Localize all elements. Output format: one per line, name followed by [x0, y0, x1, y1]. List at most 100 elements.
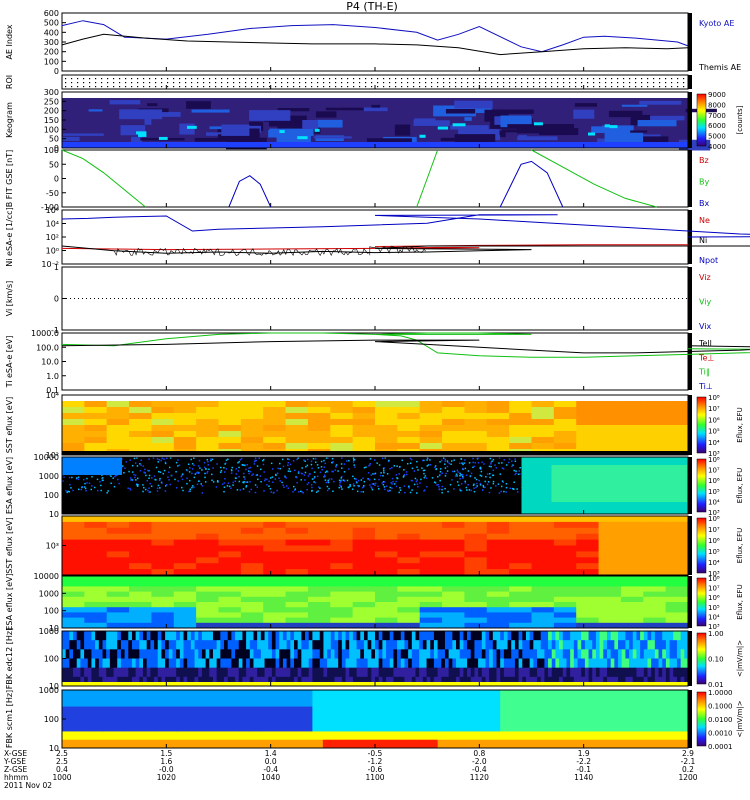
heat-cell — [240, 551, 264, 558]
heat-cell — [553, 622, 577, 629]
fbk1-cell — [271, 676, 277, 687]
esa1-speck — [450, 460, 453, 462]
panel-ylabel: Ni eSA-e [1/cc] — [5, 207, 14, 266]
heat-cell — [285, 431, 309, 438]
heat-cell — [509, 586, 532, 593]
esa1-speck — [300, 479, 302, 481]
heat-cell — [84, 443, 108, 450]
fbk1-cell — [603, 658, 608, 669]
roi-dot — [341, 78, 343, 80]
panel-right-strip — [688, 75, 692, 89]
fbk1-cell — [393, 640, 398, 650]
heat-cell — [464, 581, 488, 587]
heat-cell — [486, 602, 510, 608]
fbk1-cell — [507, 676, 512, 687]
fbk2-cell — [312, 723, 324, 732]
heat-cell — [106, 586, 130, 593]
esa1-speck — [134, 476, 136, 479]
colorbar-tick: 10⁷ — [708, 585, 720, 593]
heat-cell — [509, 591, 532, 598]
fbk1-cell — [172, 667, 177, 678]
esa1-speck — [260, 480, 262, 483]
fbk1-cell — [282, 658, 288, 669]
footer-value: 1040 — [261, 773, 280, 782]
fbk2-cell — [541, 698, 553, 708]
heat-cell — [576, 413, 600, 420]
esa1-speck — [408, 487, 410, 489]
fbk1-cell — [404, 649, 409, 659]
heat-cell — [285, 612, 309, 619]
fbk2-cell — [354, 698, 366, 708]
fbk1-cell — [352, 676, 358, 687]
heat-cell — [643, 596, 667, 603]
esa1-speck — [85, 489, 87, 492]
esa1-speck — [96, 478, 99, 481]
esa1-speck — [83, 486, 86, 488]
fbk1-cell — [286, 667, 291, 678]
esa1-speck — [495, 485, 497, 487]
fbk1-cell — [212, 658, 218, 669]
heat-cell — [665, 443, 689, 450]
fbk2-cell — [656, 698, 668, 708]
fbk2-cell — [531, 690, 543, 699]
keogram-patch — [573, 109, 595, 119]
heat-cell — [665, 527, 689, 535]
ytick-label: 50 — [49, 135, 59, 144]
heat-cell — [531, 563, 555, 570]
esa1-speck — [406, 463, 409, 465]
heat-cell — [419, 407, 443, 414]
heat-cell — [285, 527, 309, 535]
esa1-speck — [193, 457, 195, 459]
heat-cell — [151, 581, 175, 587]
fbk1-cell — [496, 658, 501, 669]
heat-cell — [62, 576, 85, 582]
fbk1-cell — [680, 667, 685, 678]
esa1-speck — [156, 487, 159, 490]
fbk1-cell — [673, 631, 678, 641]
fbk1-cell — [618, 631, 623, 641]
ytick-label: 10 — [49, 624, 59, 633]
legend-entry: Te⊥ — [698, 353, 714, 362]
fbk1-cell — [540, 667, 545, 678]
roi-dot — [179, 86, 181, 88]
fbk1-cell — [290, 658, 295, 669]
heat-cell — [307, 527, 331, 535]
esa1-speck — [369, 463, 371, 465]
fbk2-cell — [656, 690, 668, 699]
fbk1-cell — [242, 667, 247, 678]
esa1-speck — [301, 467, 303, 469]
fbk1-cell — [227, 649, 232, 659]
heat-cell — [419, 437, 443, 444]
esa1-speck — [146, 479, 149, 482]
esa1-speck — [161, 457, 164, 460]
heat-cell — [531, 596, 555, 603]
esa1-speck — [505, 486, 508, 489]
heat-cell — [442, 413, 465, 420]
fbk1-cell — [62, 631, 67, 641]
fbk1-cell — [205, 640, 210, 650]
heat-cell — [151, 539, 175, 546]
heat-cell — [129, 607, 152, 613]
heat-cell — [62, 622, 85, 629]
heat-cell — [151, 586, 175, 593]
ytick-label: 0 — [54, 175, 59, 184]
roi-dot — [683, 82, 685, 84]
heat-cell — [531, 545, 555, 552]
fbk2-cell — [354, 739, 366, 749]
heat-cell — [598, 576, 622, 582]
fbk1-cell — [662, 631, 667, 641]
fbk2-cell — [281, 731, 293, 741]
fbk1-cell — [463, 676, 468, 687]
esa1-speck — [450, 463, 452, 466]
heat-cell — [263, 551, 287, 558]
esa1-speck — [248, 490, 251, 493]
heat-cell — [553, 521, 577, 529]
fbk2-cell — [531, 698, 543, 708]
colorbar: 0.010.101.00<|mV/m|> — [696, 630, 744, 689]
esa1-speck — [423, 459, 425, 462]
esa1-speck — [171, 474, 173, 477]
fbk2-cell — [270, 690, 282, 699]
esa1-speck — [294, 469, 296, 472]
esa1-speck — [490, 465, 492, 468]
heat-cell — [553, 437, 577, 444]
